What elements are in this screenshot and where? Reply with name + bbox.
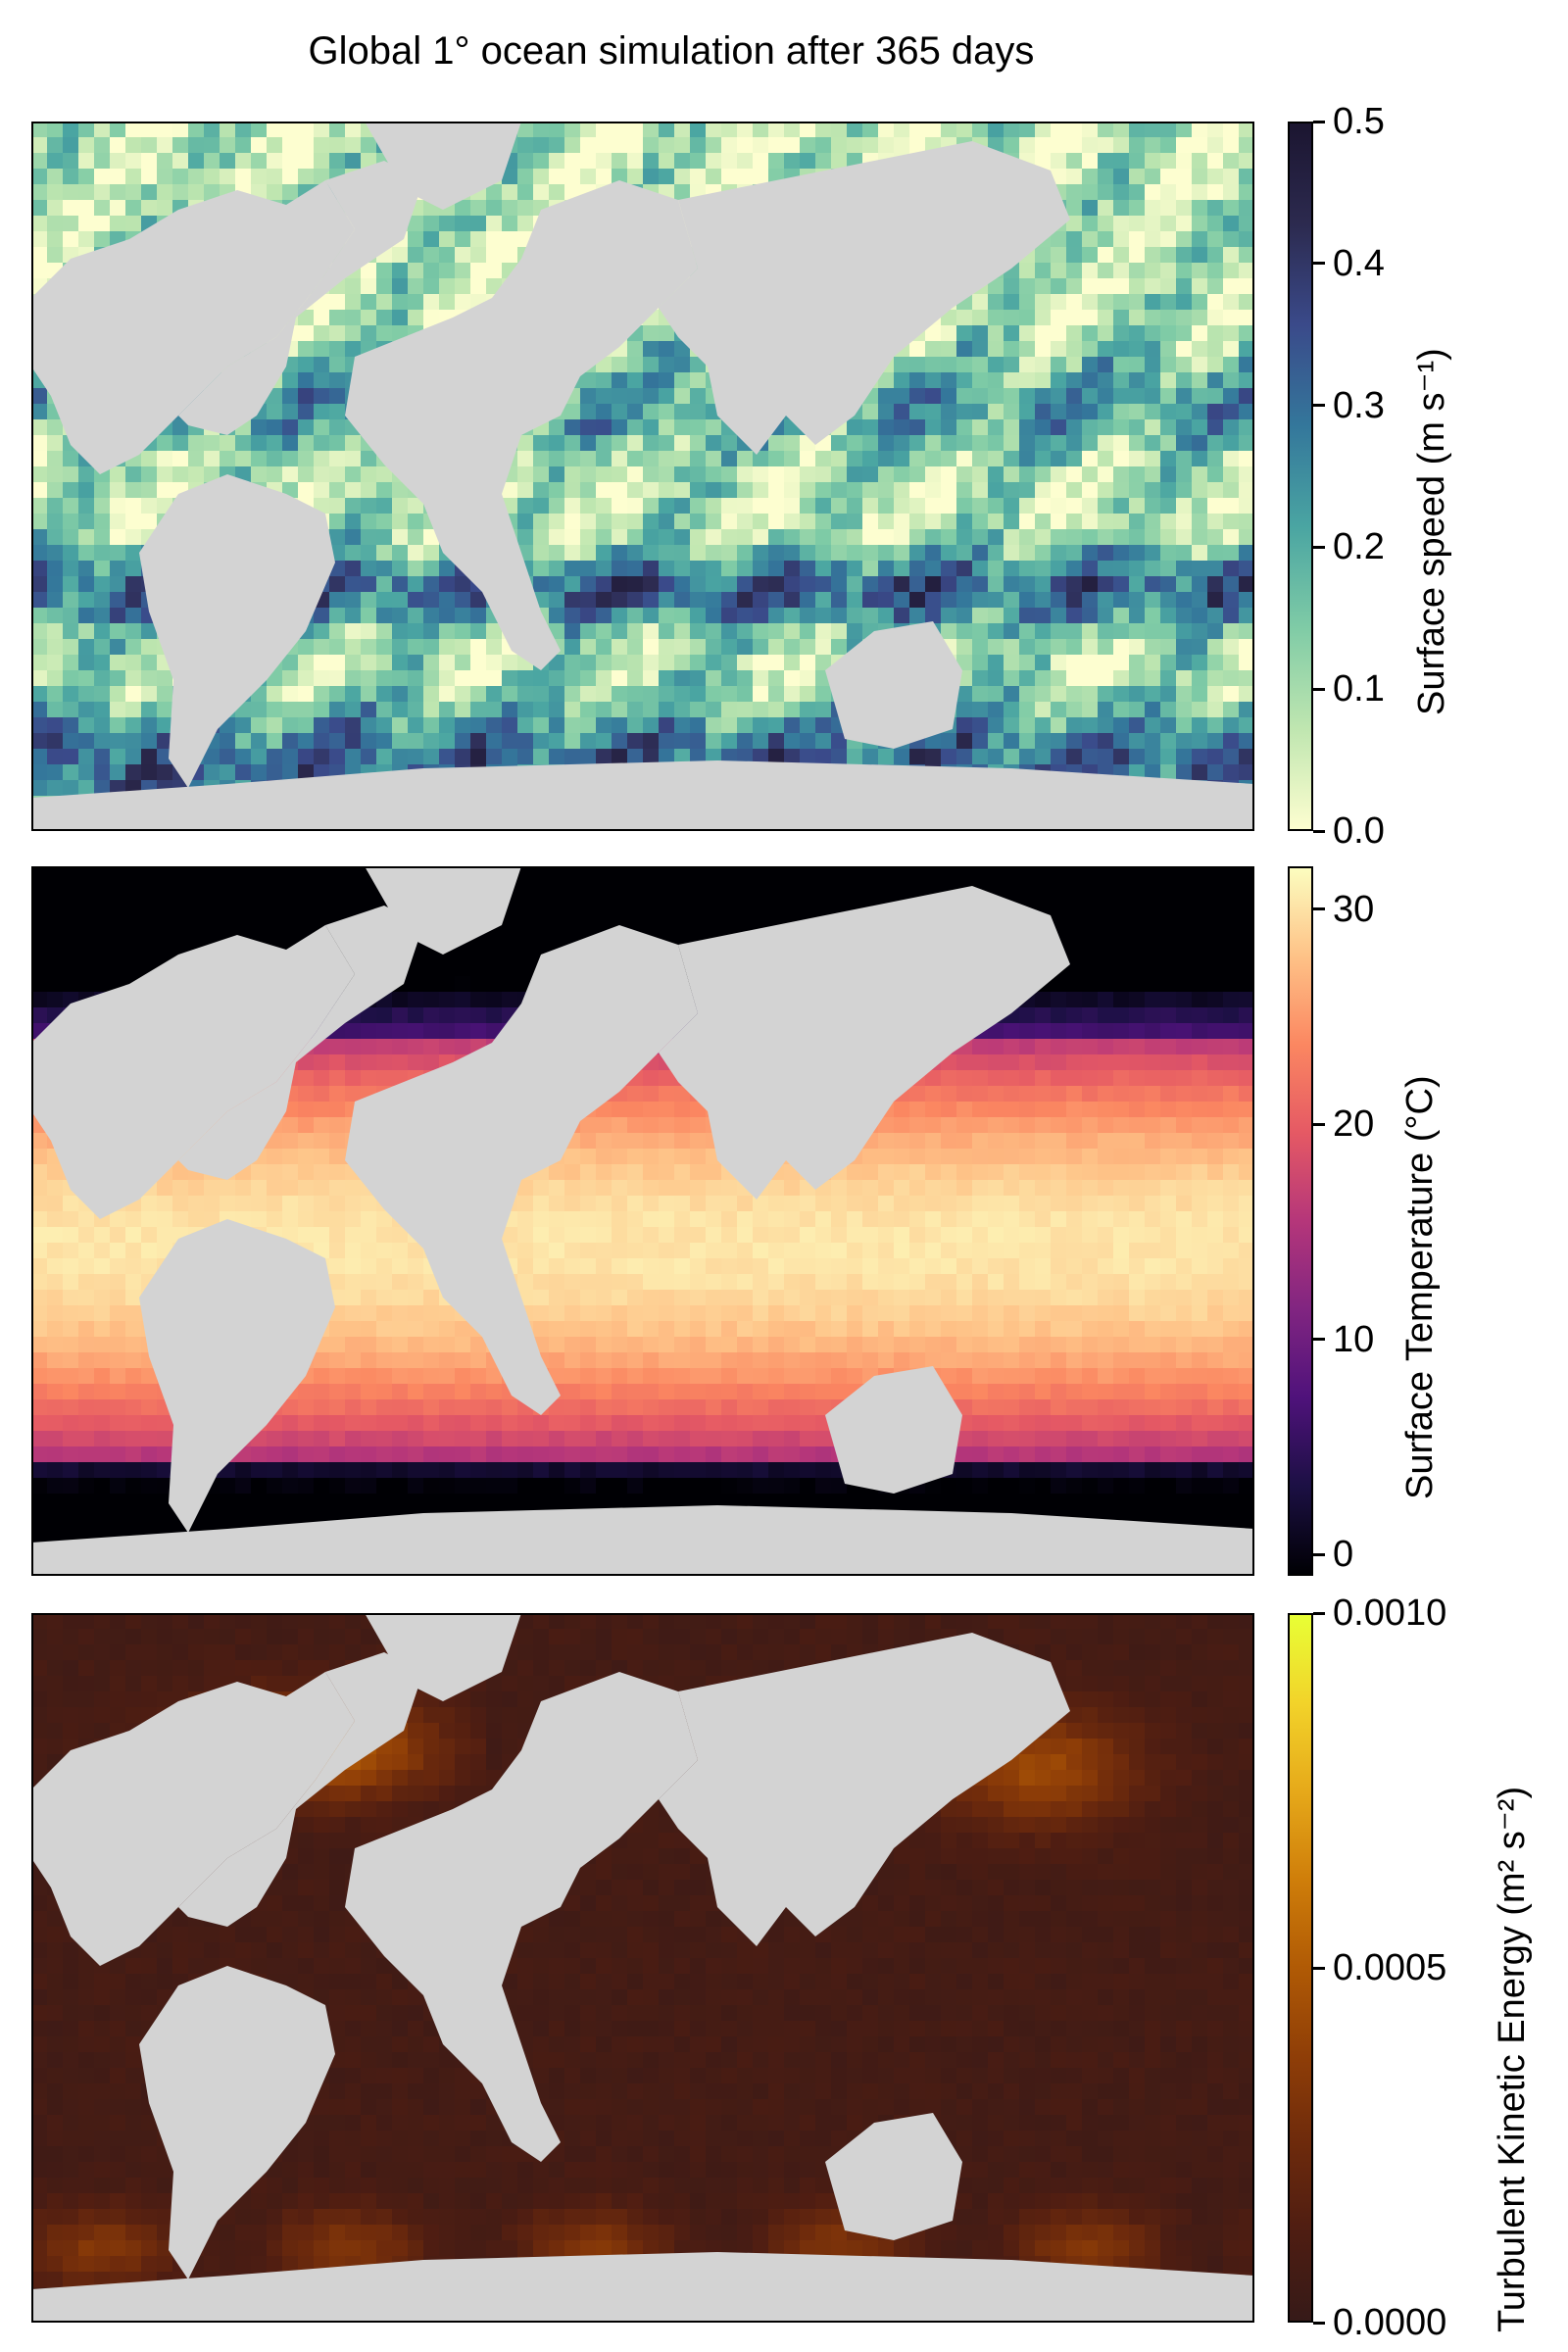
colorbar-tick-label: 0.3 [1333,384,1385,426]
greenland-land [365,122,521,210]
colorbar-tick [1313,1122,1325,1126]
greenland-land [365,866,521,955]
colorbar-tick [1313,1966,1325,1970]
speed-map [31,122,1254,831]
colorbar-tick-label: 0.0 [1333,810,1385,852]
figure-title: Global 1° ocean simulation after 365 day… [308,29,1035,73]
australia-land [825,1366,962,1494]
map-frame [31,866,1254,1576]
europe-africa-land [345,925,698,1415]
north-america-land [31,180,355,474]
colorbar-tick [1313,120,1325,123]
colorbar-tick-label: 0.2 [1333,526,1385,568]
colorbar-tick [1313,545,1325,549]
colorbar-tick-label: 0.0000 [1333,2302,1447,2343]
speed-map-panel [31,122,1254,831]
antarctica-land [31,2252,1254,2323]
colorbar-tick-label: 0.0010 [1333,1592,1447,1634]
tke-map-panel [31,1613,1254,2323]
colorbar-tick [1313,2321,1325,2325]
asia-land [659,1633,1070,1946]
temperature-map [31,866,1254,1576]
colorbar-tick [1313,1338,1325,1342]
south-america-land [139,474,335,788]
map-frame [31,122,1254,831]
antarctica-land [31,1505,1254,1576]
australia-land [825,621,962,749]
colorbar-tick [1313,404,1325,408]
colorbar-tick [1313,829,1325,833]
colorbar-tick-label: 0.1 [1333,668,1385,710]
speed-colorbar [1288,122,1313,831]
temperature-colorbar-label: Surface Temperature (°C) [1399,1075,1441,1499]
temperature-colorbar [1288,866,1313,1576]
north-america-east-land [178,161,423,435]
speed-colorbar-label: Surface speed (m s⁻¹) [1411,348,1452,715]
north-america-east-land [178,906,423,1180]
tke-colorbar [1288,1613,1313,2323]
colorbar-tick [1313,1552,1325,1556]
north-america-east-land [178,1652,423,1927]
europe-africa-land [345,1672,698,2162]
europe-africa-land [345,180,698,670]
tke-colorbar-label: Turbulent Kinetic Energy (m² s⁻²) [1492,1786,1533,2332]
australia-land [825,2113,962,2240]
colorbar-tick [1313,687,1325,691]
colorbar-tick-label: 0.5 [1333,101,1385,142]
north-america-land [31,1672,355,1966]
asia-land [659,886,1070,1200]
greenland-land [365,1613,521,1701]
colorbar-tick-label: 30 [1333,888,1375,930]
colorbar-tick [1313,262,1325,266]
colorbar-tick-label: 20 [1333,1103,1375,1146]
temperature-map-panel [31,866,1254,1576]
colorbar-tick-label: 10 [1333,1318,1375,1360]
colorbar-tick-label: 0 [1333,1534,1354,1576]
colorbar-tick [1313,907,1325,911]
asia-land [659,141,1070,455]
colorbar-tick-label: 0.4 [1333,242,1385,284]
colorbar-tick-label: 0.0005 [1333,1947,1447,1988]
north-america-land [31,925,355,1219]
antarctica-land [31,760,1254,831]
map-frame [31,1613,1254,2323]
south-america-land [139,1966,335,2279]
colorbar-tick [1313,1611,1325,1615]
south-america-land [139,1219,335,1533]
tke-map [31,1613,1254,2323]
